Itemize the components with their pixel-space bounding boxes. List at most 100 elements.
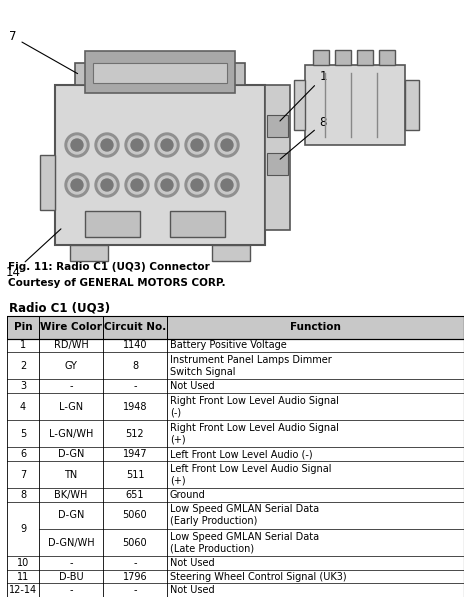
Circle shape	[161, 139, 173, 151]
Circle shape	[98, 176, 116, 194]
Bar	[85, 211, 140, 237]
Bar	[7, 448, 464, 461]
Circle shape	[191, 179, 203, 191]
Bar	[379, 50, 395, 65]
Bar	[357, 50, 373, 65]
Circle shape	[95, 133, 119, 157]
Text: Instrument Panel Lamps Dimmer: Instrument Panel Lamps Dimmer	[170, 355, 332, 365]
Circle shape	[155, 133, 179, 157]
Text: 5060: 5060	[122, 511, 147, 520]
Text: 512: 512	[126, 429, 144, 439]
Bar	[267, 115, 288, 137]
Text: Courtesy of GENERAL MOTORS CORP.: Courtesy of GENERAL MOTORS CORP.	[8, 278, 226, 288]
Bar	[265, 85, 290, 230]
Text: 3: 3	[20, 381, 26, 391]
Circle shape	[191, 139, 203, 151]
Text: 7: 7	[9, 31, 78, 74]
Text: Left Front Low Level Audio (-): Left Front Low Level Audio (-)	[170, 449, 312, 459]
Text: Radio C1 (UQ3): Radio C1 (UQ3)	[9, 302, 111, 314]
Text: 6: 6	[20, 449, 26, 459]
Bar	[7, 420, 464, 448]
Circle shape	[221, 179, 233, 191]
Circle shape	[218, 176, 236, 194]
Text: D-GN: D-GN	[58, 449, 84, 459]
Text: Left Front Low Level Audio Signal: Left Front Low Level Audio Signal	[170, 464, 331, 473]
Text: 1140: 1140	[123, 340, 147, 350]
Circle shape	[131, 179, 143, 191]
Text: 5060: 5060	[122, 538, 147, 548]
Text: Switch Signal: Switch Signal	[170, 367, 235, 377]
Bar	[7, 583, 464, 597]
Bar	[7, 379, 464, 393]
Text: -: -	[133, 585, 137, 595]
Text: Low Speed GMLAN Serial Data: Low Speed GMLAN Serial Data	[170, 532, 319, 542]
Text: Not Used: Not Used	[170, 381, 214, 391]
Circle shape	[155, 173, 179, 197]
Text: 14: 14	[6, 229, 61, 280]
Bar	[7, 461, 464, 488]
Bar	[70, 245, 108, 261]
Bar	[85, 51, 235, 93]
Bar	[212, 245, 250, 261]
Text: 8: 8	[280, 116, 327, 159]
Text: D-GN/WH: D-GN/WH	[48, 538, 94, 548]
Circle shape	[188, 176, 206, 194]
Text: Steering Wheel Control Signal (UK3): Steering Wheel Control Signal (UK3)	[170, 572, 346, 581]
Text: (Late Production): (Late Production)	[170, 544, 254, 554]
Bar	[93, 63, 227, 83]
Text: Circuit No.: Circuit No.	[104, 322, 166, 332]
Text: (+): (+)	[170, 435, 185, 445]
Circle shape	[188, 136, 206, 154]
Text: Right Front Low Level Audio Signal: Right Front Low Level Audio Signal	[170, 395, 339, 406]
Circle shape	[71, 139, 83, 151]
Bar	[7, 488, 464, 502]
Circle shape	[218, 136, 236, 154]
Text: 8: 8	[132, 361, 138, 371]
Bar	[7, 316, 464, 338]
Text: Ground: Ground	[170, 490, 205, 500]
Text: L-GN/WH: L-GN/WH	[49, 429, 93, 439]
Text: 511: 511	[126, 470, 144, 479]
Text: 9: 9	[20, 524, 26, 534]
Text: 12-14: 12-14	[9, 585, 37, 595]
Bar	[335, 50, 351, 65]
Text: 11: 11	[17, 572, 29, 581]
Circle shape	[185, 173, 209, 197]
Bar	[7, 556, 464, 570]
Circle shape	[128, 136, 146, 154]
Text: (-): (-)	[170, 407, 181, 418]
Bar	[313, 50, 329, 65]
Circle shape	[158, 136, 176, 154]
Text: 7: 7	[20, 470, 26, 479]
Text: Right Front Low Level Audio Signal: Right Front Low Level Audio Signal	[170, 423, 339, 433]
Circle shape	[161, 179, 173, 191]
Bar	[7, 338, 464, 352]
Text: D-GN: D-GN	[58, 511, 84, 520]
Circle shape	[68, 176, 86, 194]
Text: Function: Function	[290, 322, 341, 332]
Text: TN: TN	[65, 470, 78, 479]
Text: 651: 651	[126, 490, 144, 500]
Circle shape	[128, 176, 146, 194]
Bar	[7, 570, 464, 583]
Bar	[75, 63, 245, 85]
Bar	[55, 85, 265, 245]
Text: 4: 4	[20, 401, 26, 412]
Circle shape	[185, 133, 209, 157]
Bar	[7, 393, 464, 420]
Text: Low Speed GMLAN Serial Data: Low Speed GMLAN Serial Data	[170, 505, 319, 514]
Text: (Early Production): (Early Production)	[170, 517, 257, 526]
Circle shape	[125, 133, 149, 157]
Text: Not Used: Not Used	[170, 558, 214, 568]
Circle shape	[65, 173, 89, 197]
Text: -: -	[133, 558, 137, 568]
Circle shape	[215, 173, 239, 197]
Text: 8: 8	[20, 490, 26, 500]
Text: D-BU: D-BU	[59, 572, 83, 581]
Circle shape	[131, 139, 143, 151]
Circle shape	[98, 136, 116, 154]
Text: RD/WH: RD/WH	[54, 340, 89, 350]
Text: -: -	[69, 558, 73, 568]
Text: Battery Positive Voltage: Battery Positive Voltage	[170, 340, 286, 350]
Bar	[267, 153, 288, 175]
